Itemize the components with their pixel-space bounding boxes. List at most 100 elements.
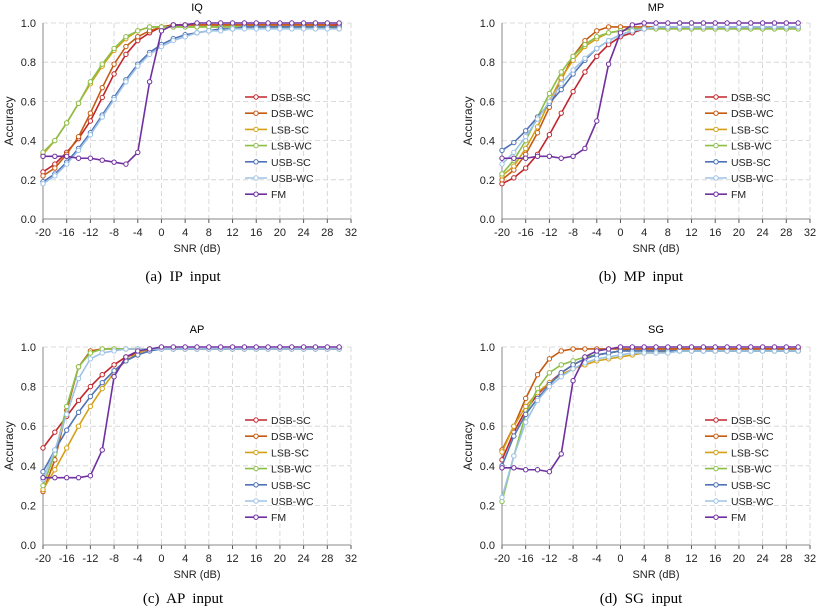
data-point: [123, 354, 129, 360]
data-point: [99, 94, 105, 101]
data-point: [582, 69, 588, 75]
legend-label: FM: [271, 189, 286, 201]
data-point: [123, 79, 129, 85]
legend-label: USB-WC: [731, 173, 774, 185]
legend-item-lsb-sc: LSB-SC: [705, 124, 769, 136]
data-point: [52, 447, 58, 453]
data-point: [40, 173, 46, 179]
legend-marker: [253, 142, 259, 149]
data-point: [511, 149, 517, 156]
y-tick-label: 0.6: [21, 421, 36, 433]
data-point: [558, 69, 564, 75]
data-point: [522, 411, 529, 418]
data-point: [558, 374, 564, 380]
x-tick-label: 20: [274, 553, 286, 565]
data-point: [511, 175, 517, 181]
data-point: [99, 379, 105, 386]
data-point: [617, 30, 624, 36]
data-point: [688, 20, 695, 26]
legend-marker: [253, 449, 259, 456]
data-point: [665, 20, 671, 26]
x-tick-label: 8: [206, 553, 212, 565]
legend-item-dsb-wc: DSB-WC: [245, 431, 314, 443]
y-tick-label: 1.0: [21, 18, 36, 30]
legend-item-usb-sc: USB-SC: [245, 480, 311, 492]
legend-marker: [713, 191, 719, 197]
data-point: [617, 352, 624, 358]
data-point: [87, 132, 94, 138]
legend-label: USB-WC: [731, 496, 774, 508]
data-point: [558, 362, 564, 368]
data-point: [653, 350, 659, 356]
x-tick-label: 16: [709, 227, 721, 239]
data-point: [40, 469, 46, 475]
data-point: [546, 469, 553, 475]
data-point: [217, 28, 224, 34]
data-point: [146, 24, 153, 30]
data-point: [229, 20, 236, 26]
legend-item-fm: FM: [245, 189, 286, 201]
x-tick-label: 4: [182, 553, 188, 565]
data-point: [289, 20, 295, 26]
x-tick-label: 20: [733, 553, 745, 565]
data-point: [241, 344, 248, 350]
x-tick-label: 4: [641, 553, 647, 565]
data-point: [52, 467, 58, 473]
y-tick-label: 0.8: [21, 382, 36, 394]
data-point: [123, 51, 129, 58]
data-point: [712, 344, 718, 350]
x-tick-label: 12: [226, 227, 238, 239]
data-point: [795, 344, 801, 350]
data-point: [324, 20, 331, 26]
legend-marker: [253, 417, 259, 423]
data-point: [111, 368, 117, 374]
x-tick-label: 24: [756, 227, 768, 239]
data-point: [511, 453, 517, 459]
y-tick-label: 0.8: [480, 382, 495, 394]
data-point: [75, 147, 82, 154]
caption-c: (c) AP input: [142, 591, 224, 607]
data-point: [594, 118, 600, 124]
legend-marker: [253, 175, 259, 181]
data-point: [87, 403, 94, 410]
y-tick-label: 0.6: [21, 96, 36, 108]
data-point: [534, 116, 541, 122]
legend-item-dsb-wc: DSB-WC: [245, 108, 314, 120]
data-point: [111, 374, 117, 380]
y-tick-label: 0.0: [480, 214, 495, 226]
data-point: [52, 173, 58, 179]
x-tick-label: 0: [617, 227, 623, 239]
data-point: [534, 397, 541, 404]
data-point: [336, 26, 342, 32]
y-tick-label: 0.4: [21, 136, 36, 148]
data-point: [253, 344, 259, 350]
data-point: [641, 26, 647, 32]
legend-marker: [713, 417, 719, 423]
data-point: [277, 344, 283, 350]
x-tick-label: 24: [297, 553, 309, 565]
legend-label: LSB-WC: [731, 141, 772, 153]
data-point: [63, 153, 70, 159]
data-point: [241, 20, 248, 26]
data-point: [111, 159, 117, 165]
legend-label: DSB-WC: [731, 431, 774, 443]
series-fm: [499, 20, 801, 161]
data-point: [582, 354, 588, 360]
data-point: [688, 344, 695, 350]
legend-item-lsb-sc: LSB-SC: [705, 447, 769, 459]
data-point: [194, 344, 200, 350]
data-point: [40, 153, 46, 159]
data-point: [570, 377, 576, 384]
data-point: [194, 20, 200, 26]
data-point: [123, 34, 129, 40]
legend-marker: [253, 482, 259, 488]
legend-label: USB-SC: [271, 157, 311, 169]
legend-marker: [253, 191, 259, 197]
data-point: [135, 348, 141, 354]
y-tick-label: 0.2: [21, 500, 36, 512]
series-usb-wc: [499, 348, 801, 501]
x-tick-label: 12: [685, 227, 697, 239]
data-point: [111, 362, 117, 368]
data-point: [570, 67, 576, 73]
